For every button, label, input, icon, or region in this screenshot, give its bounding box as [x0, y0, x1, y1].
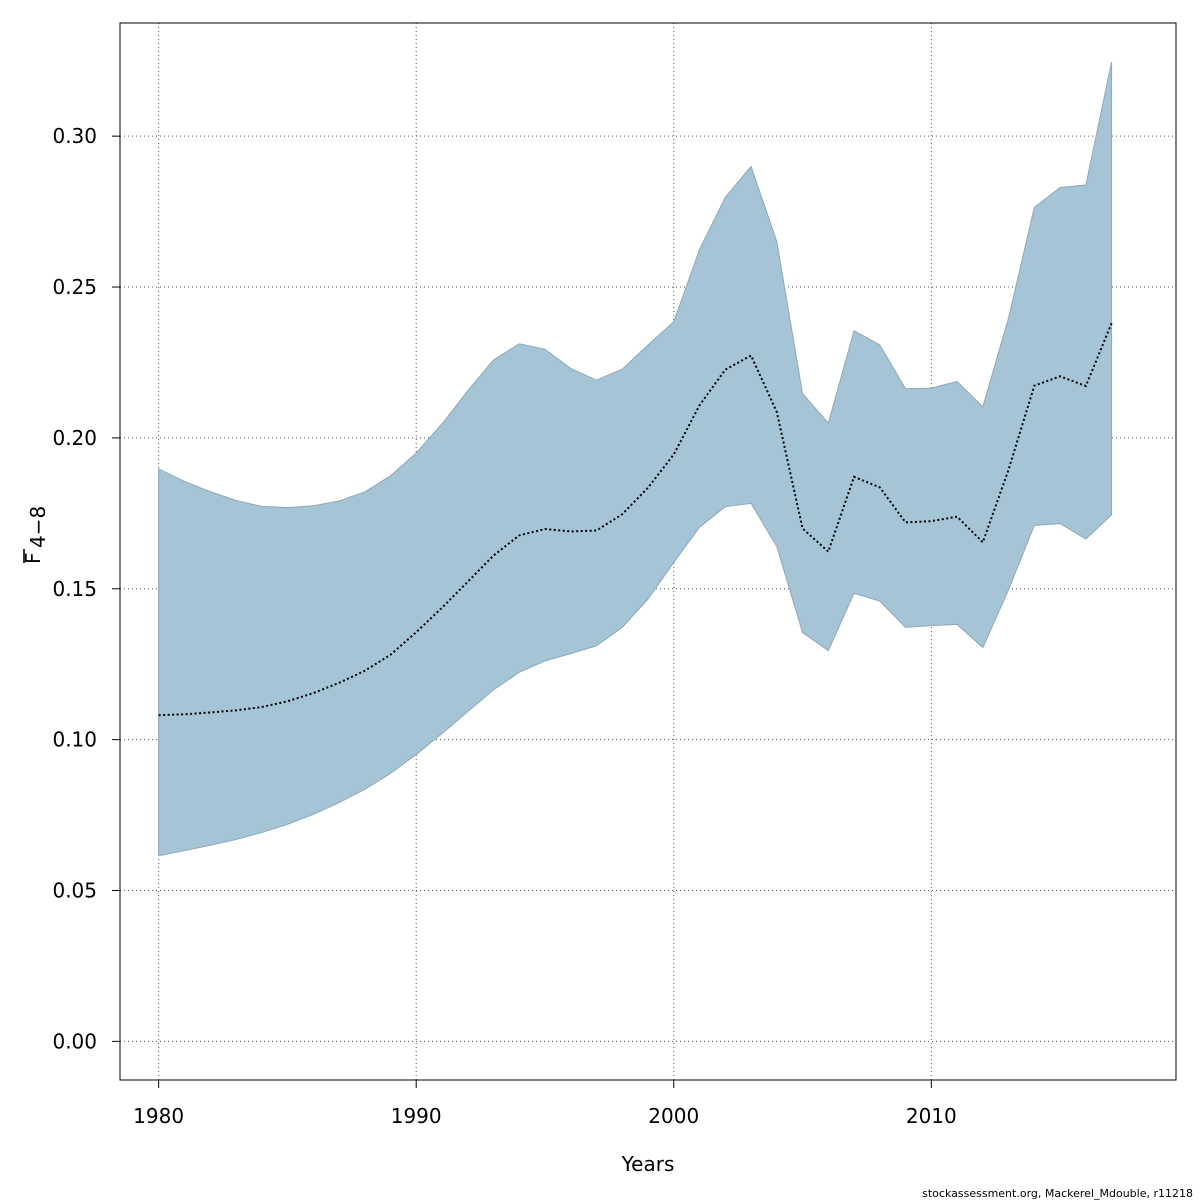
y-tick-label-0.10: 0.10	[52, 728, 97, 752]
x-tick-label-2000: 2000	[648, 1104, 699, 1128]
y-tick-label-0.20: 0.20	[52, 426, 97, 450]
y-tick-label-0.25: 0.25	[52, 275, 97, 299]
y-tick-label-0.15: 0.15	[52, 577, 97, 601]
y-tick-label-0.00: 0.00	[52, 1029, 97, 1053]
x-tick-label-2010: 2010	[906, 1104, 957, 1128]
confidence-band	[158, 61, 1113, 857]
x-axis-title: Years	[621, 1152, 675, 1176]
axis-ticks	[112, 135, 932, 1088]
y-tick-label-0.05: 0.05	[52, 879, 97, 903]
axis-tick-labels: 1980 1990 2000 2010 0.00 0.05 0.10 0.15 0.20 0.25…	[52, 124, 956, 1128]
y-axis-title-main: F	[21, 552, 45, 564]
source-note: stockassessment.org, Mackerel_Mdouble, r…	[922, 1187, 1193, 1200]
y-tick-label-0.30: 0.30	[52, 124, 97, 148]
y-axis-title-subscript: 4−8	[26, 506, 50, 548]
x-tick-label-1980: 1980	[133, 1104, 184, 1128]
estimate-line	[158, 322, 1113, 717]
x-tick-label-1990: 1990	[391, 1104, 442, 1128]
y-axis-title: F 4−8	[21, 506, 50, 564]
plot-frame	[119, 22, 1177, 1081]
